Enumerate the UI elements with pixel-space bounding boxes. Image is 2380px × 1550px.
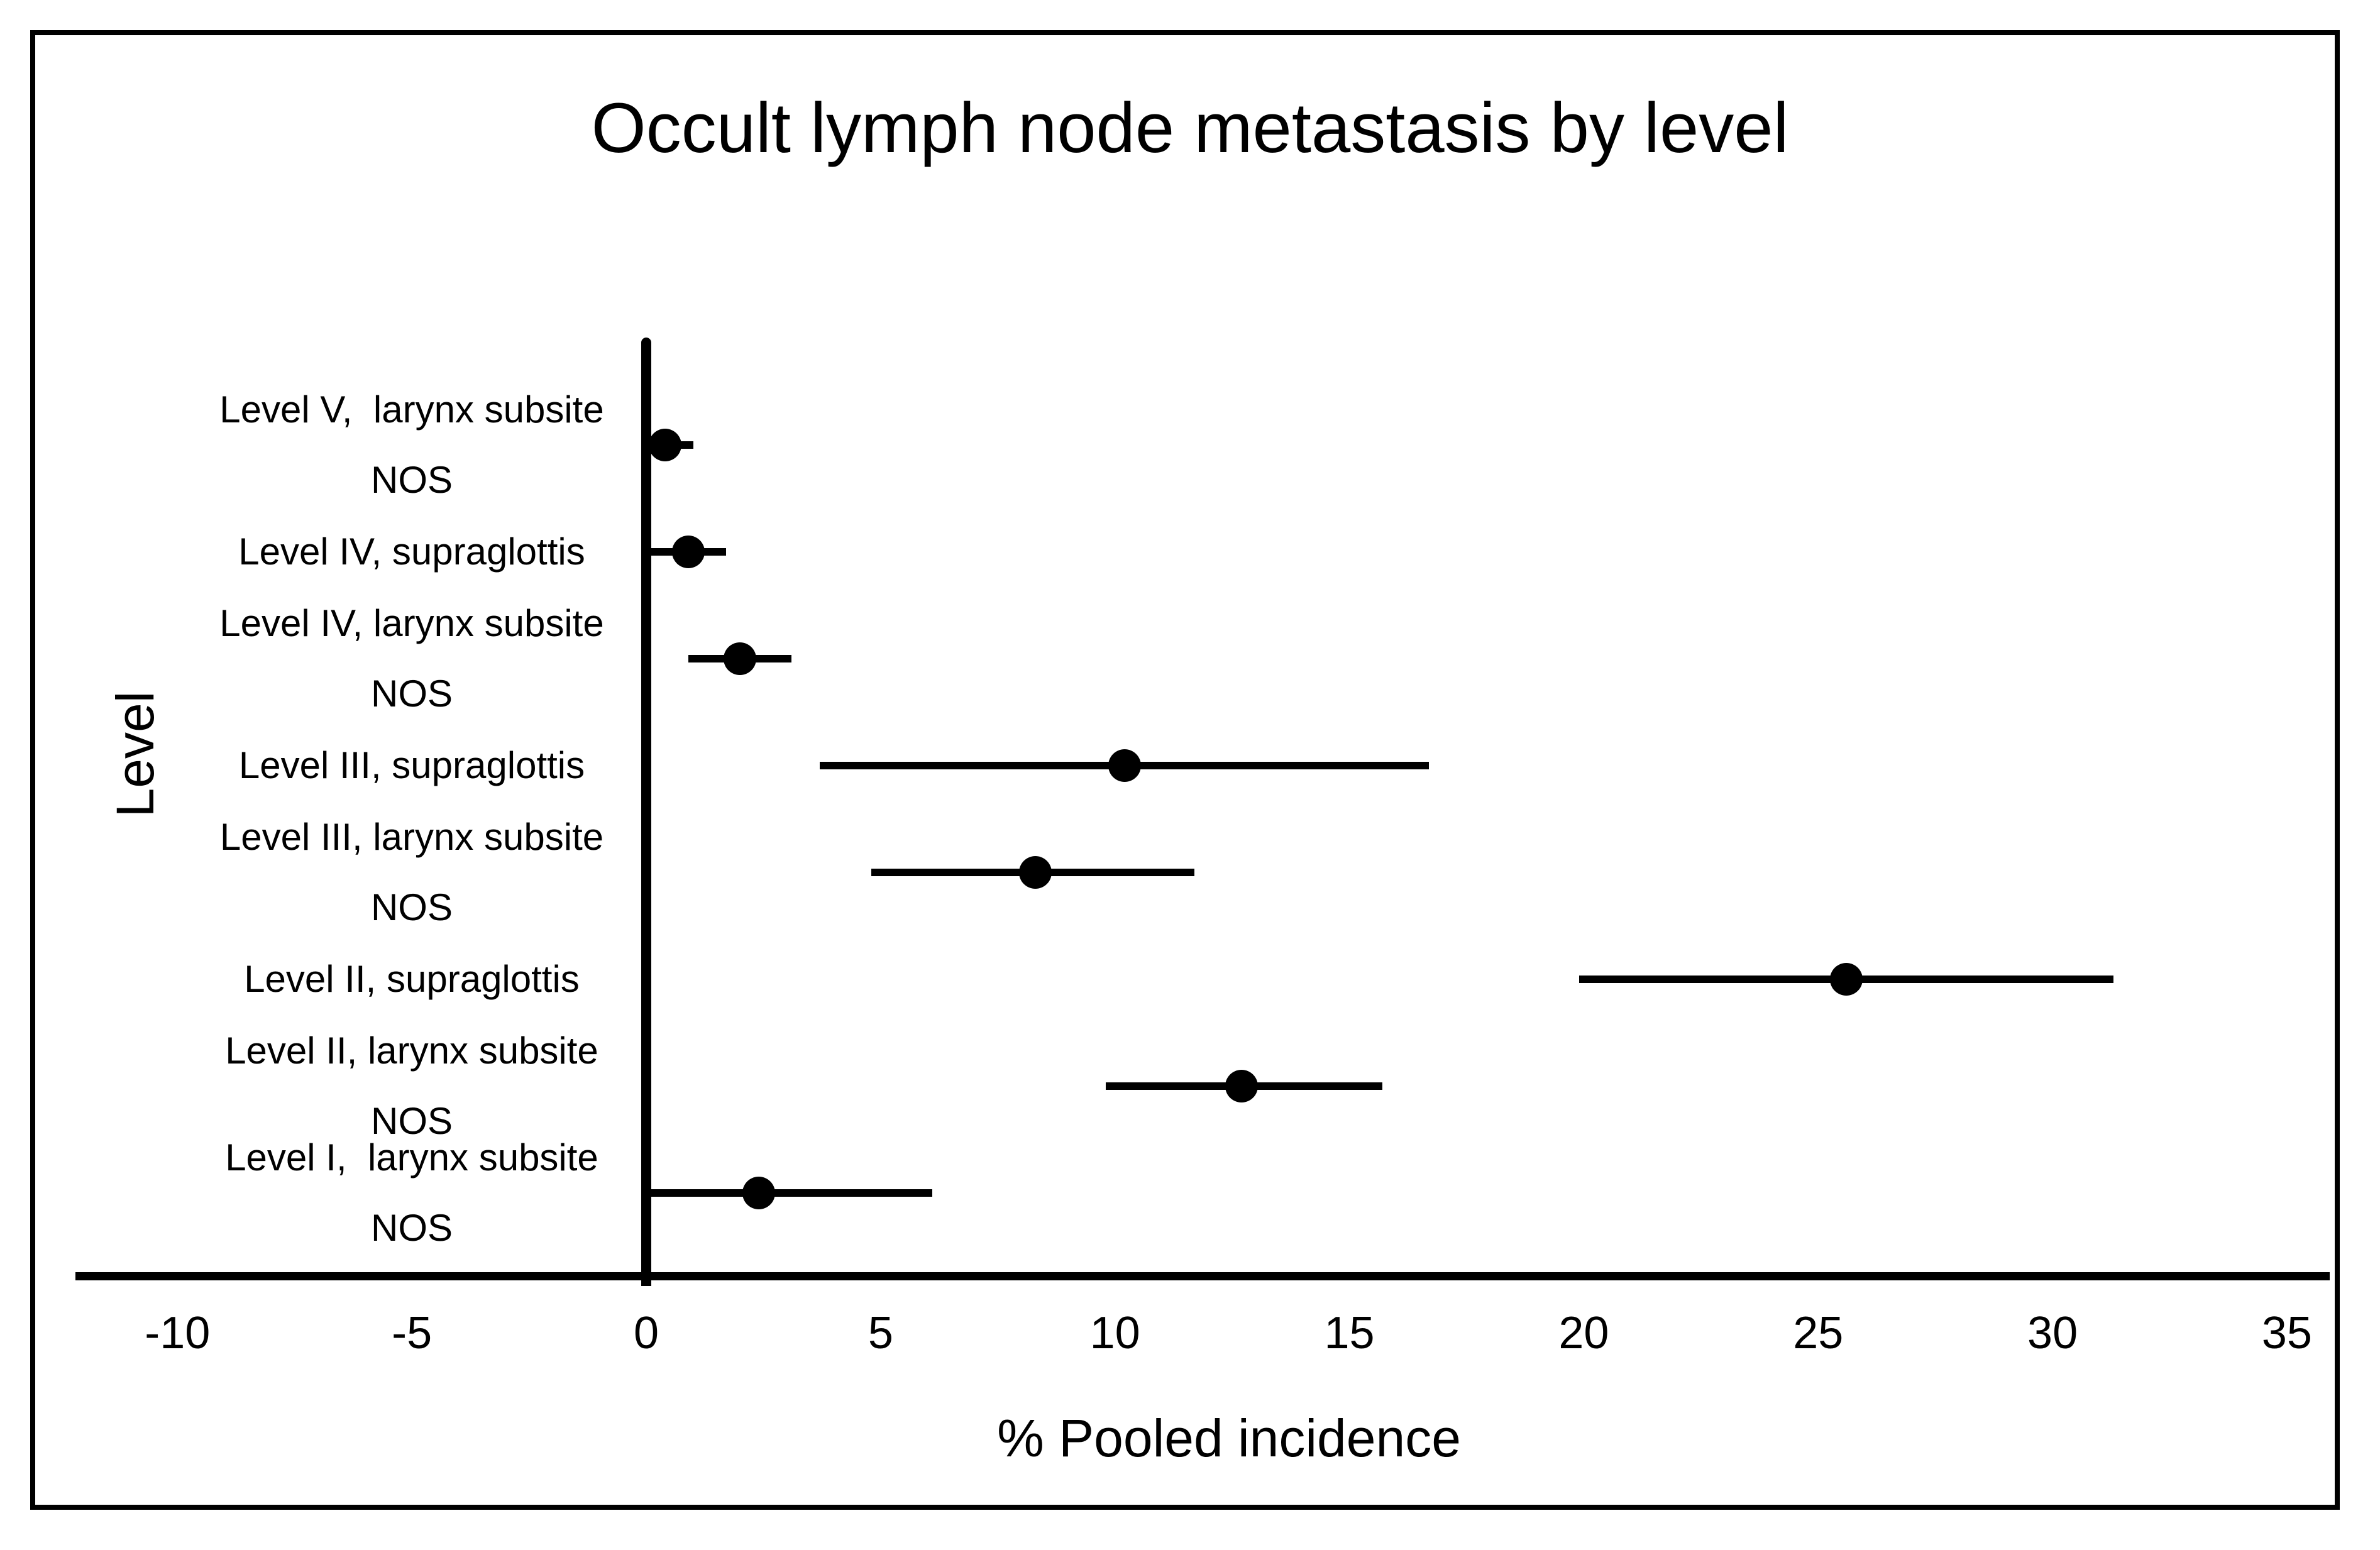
data-point <box>742 1177 775 1209</box>
category-label: Level IV, supraglottis <box>238 530 585 573</box>
figure-frame <box>30 30 2340 1510</box>
y-axis-title: Level <box>106 691 165 818</box>
x-tick-label: 30 <box>2027 1308 2078 1358</box>
data-point <box>724 642 757 675</box>
data-point <box>648 429 681 461</box>
x-tick-label: 25 <box>1793 1308 1844 1358</box>
category-label: Level V, larynx subsite NOS <box>219 388 604 501</box>
category-label: Level IV, larynx subsite NOS <box>219 602 604 715</box>
x-tick-label: -5 <box>392 1308 432 1358</box>
category-label: Level III, supraglottis <box>238 744 585 786</box>
data-point <box>672 536 705 568</box>
x-tick-label: -10 <box>145 1308 211 1358</box>
category-label: Level II, larynx subsite NOS <box>225 1030 598 1142</box>
category-label: Level III, larynx subsite NOS <box>219 816 604 928</box>
x-tick-label: 5 <box>868 1308 893 1358</box>
data-point <box>1018 856 1052 889</box>
x-tick-label: 15 <box>1324 1308 1375 1358</box>
x-tick-label: 35 <box>2261 1308 2312 1358</box>
data-point <box>1225 1070 1259 1102</box>
ci-line <box>651 1189 932 1197</box>
x-tick-label: 10 <box>1089 1308 1140 1358</box>
data-point <box>1108 749 1141 782</box>
x-tick-label: 20 <box>1558 1308 1609 1358</box>
category-label: Level II, supraglottis <box>244 958 580 1000</box>
x-axis-title: % Pooled incidence <box>997 1409 1461 1468</box>
x-axis-line <box>75 1272 2330 1280</box>
category-label: Level I, larynx subsite NOS <box>225 1136 598 1249</box>
x-tick-label: 0 <box>633 1308 659 1358</box>
zero-axis-line <box>641 338 651 1286</box>
chart-title: Occult lymph node metastasis by level <box>591 89 1789 167</box>
data-point <box>1829 963 1863 996</box>
